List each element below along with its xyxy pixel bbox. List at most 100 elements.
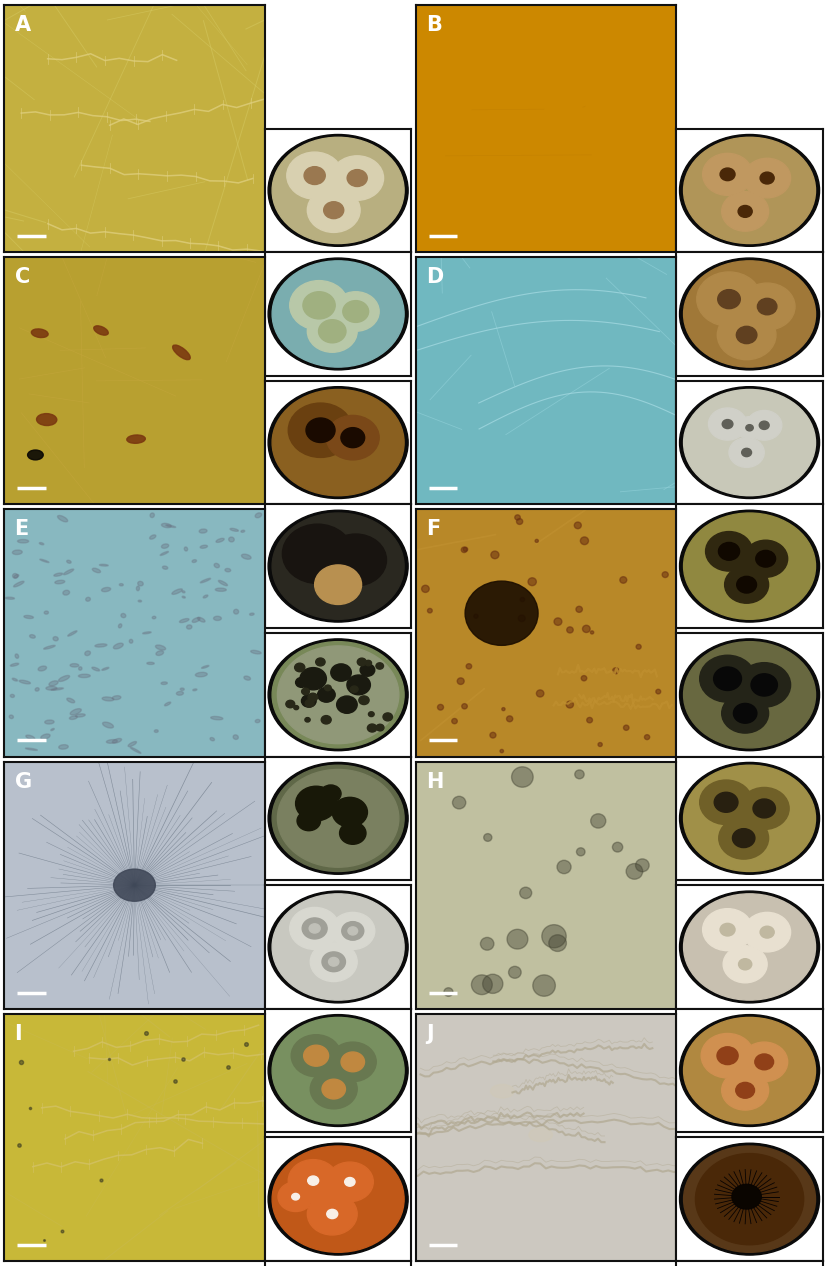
Ellipse shape xyxy=(129,639,133,643)
Circle shape xyxy=(282,524,353,584)
Ellipse shape xyxy=(225,568,231,572)
Ellipse shape xyxy=(70,663,79,667)
Ellipse shape xyxy=(684,261,815,367)
Circle shape xyxy=(736,1082,754,1098)
Circle shape xyxy=(295,677,308,687)
Circle shape xyxy=(575,770,584,779)
Circle shape xyxy=(590,814,606,828)
Ellipse shape xyxy=(102,587,111,591)
Circle shape xyxy=(751,674,777,696)
Ellipse shape xyxy=(268,510,409,622)
Circle shape xyxy=(366,661,371,666)
Ellipse shape xyxy=(200,579,211,582)
Circle shape xyxy=(437,704,443,710)
Circle shape xyxy=(519,887,532,899)
Circle shape xyxy=(302,695,316,708)
Ellipse shape xyxy=(213,617,222,620)
Circle shape xyxy=(756,551,776,567)
Ellipse shape xyxy=(63,590,69,595)
Ellipse shape xyxy=(13,581,24,587)
Ellipse shape xyxy=(684,1018,815,1124)
Ellipse shape xyxy=(182,591,185,592)
Circle shape xyxy=(376,724,384,730)
Circle shape xyxy=(308,1193,357,1236)
Ellipse shape xyxy=(200,546,208,548)
Ellipse shape xyxy=(35,687,39,691)
Circle shape xyxy=(331,156,384,200)
Circle shape xyxy=(722,419,733,429)
Circle shape xyxy=(743,541,787,577)
Ellipse shape xyxy=(241,530,245,532)
Ellipse shape xyxy=(102,667,109,670)
Ellipse shape xyxy=(38,666,46,671)
Ellipse shape xyxy=(272,1146,404,1252)
Circle shape xyxy=(738,662,791,708)
Circle shape xyxy=(422,585,429,592)
Circle shape xyxy=(308,1176,318,1185)
Circle shape xyxy=(736,327,757,343)
Ellipse shape xyxy=(268,639,409,751)
Ellipse shape xyxy=(93,568,101,572)
Circle shape xyxy=(537,690,544,698)
Circle shape xyxy=(289,403,353,457)
Ellipse shape xyxy=(131,747,141,753)
Circle shape xyxy=(484,833,492,842)
Circle shape xyxy=(512,767,533,787)
Ellipse shape xyxy=(147,662,155,665)
Circle shape xyxy=(310,1070,357,1109)
Circle shape xyxy=(590,630,594,634)
Ellipse shape xyxy=(272,137,404,243)
Ellipse shape xyxy=(113,870,155,901)
Circle shape xyxy=(321,785,341,803)
Circle shape xyxy=(586,718,592,723)
Circle shape xyxy=(347,675,370,695)
Ellipse shape xyxy=(17,539,29,543)
Text: C: C xyxy=(15,267,30,287)
Circle shape xyxy=(328,957,339,966)
Circle shape xyxy=(310,942,357,981)
Ellipse shape xyxy=(45,720,54,724)
Ellipse shape xyxy=(256,513,261,518)
Circle shape xyxy=(295,786,337,820)
Ellipse shape xyxy=(156,651,164,656)
Circle shape xyxy=(709,408,747,441)
Circle shape xyxy=(302,918,327,939)
Ellipse shape xyxy=(41,734,50,739)
Circle shape xyxy=(753,799,776,818)
Circle shape xyxy=(323,201,344,219)
Ellipse shape xyxy=(70,709,81,715)
Circle shape xyxy=(289,281,348,330)
Text: J: J xyxy=(426,1024,433,1043)
Ellipse shape xyxy=(684,894,815,1000)
Circle shape xyxy=(755,1055,773,1070)
Circle shape xyxy=(759,422,769,429)
Ellipse shape xyxy=(230,528,238,532)
Circle shape xyxy=(720,168,735,181)
Ellipse shape xyxy=(176,691,184,695)
Ellipse shape xyxy=(680,1014,820,1127)
Ellipse shape xyxy=(182,596,185,598)
Circle shape xyxy=(291,1034,341,1076)
Circle shape xyxy=(452,719,457,724)
Text: I: I xyxy=(15,1024,22,1043)
Circle shape xyxy=(305,700,314,706)
Circle shape xyxy=(345,1177,355,1186)
Circle shape xyxy=(286,700,294,708)
Circle shape xyxy=(574,522,581,529)
Circle shape xyxy=(720,923,735,936)
Ellipse shape xyxy=(55,580,65,584)
Circle shape xyxy=(624,725,629,730)
Ellipse shape xyxy=(49,681,58,686)
Ellipse shape xyxy=(173,346,190,360)
Circle shape xyxy=(520,598,524,601)
Ellipse shape xyxy=(166,525,175,528)
Ellipse shape xyxy=(529,1128,552,1142)
Ellipse shape xyxy=(199,529,207,533)
Circle shape xyxy=(722,1071,768,1110)
Circle shape xyxy=(308,310,357,352)
Ellipse shape xyxy=(215,589,227,591)
Circle shape xyxy=(732,1184,762,1209)
Ellipse shape xyxy=(26,748,37,751)
Circle shape xyxy=(308,419,334,442)
Ellipse shape xyxy=(99,565,108,566)
